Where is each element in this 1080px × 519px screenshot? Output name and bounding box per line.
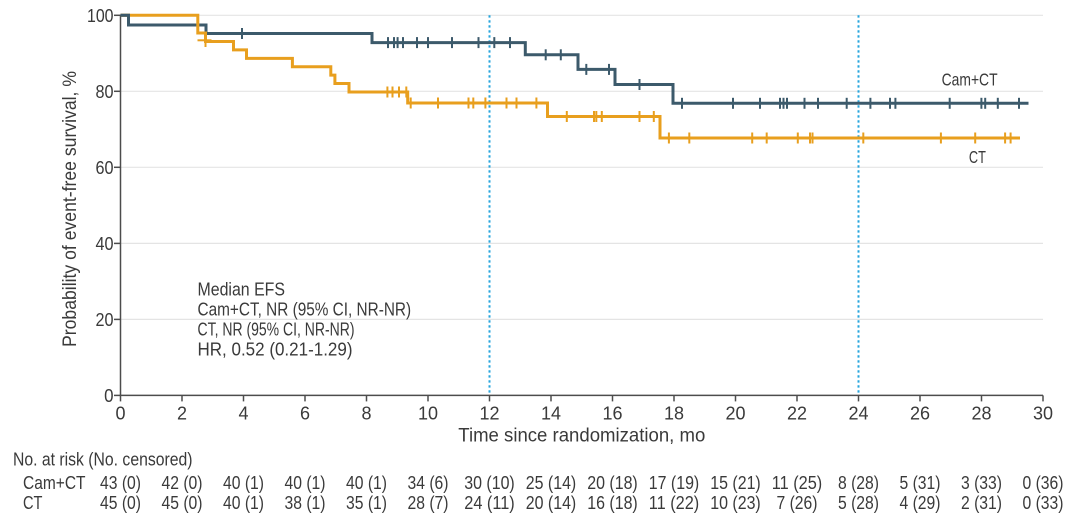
svg-text:11 (22): 11 (22)	[649, 493, 700, 513]
svg-text:4 (29): 4 (29)	[900, 493, 941, 513]
svg-text:18: 18	[664, 403, 684, 423]
svg-text:60: 60	[96, 158, 114, 178]
svg-text:26: 26	[910, 403, 930, 423]
svg-text:6: 6	[300, 403, 310, 423]
svg-text:Cam+CT, NR (95% CI, NR-NR): Cam+CT, NR (95% CI, NR-NR)	[198, 299, 412, 320]
svg-text:CT: CT	[969, 147, 986, 167]
svg-text:0: 0	[115, 403, 125, 423]
svg-text:22: 22	[787, 403, 807, 423]
svg-text:17 (19): 17 (19)	[649, 473, 700, 493]
svg-text:12: 12	[479, 403, 499, 423]
svg-text:20: 20	[725, 403, 745, 423]
svg-text:28: 28	[971, 403, 991, 423]
svg-text:45 (0): 45 (0)	[100, 493, 141, 513]
svg-text:No. at risk (No. censored): No. at risk (No. censored)	[13, 449, 193, 470]
svg-text:20: 20	[96, 310, 114, 330]
svg-text:40 (1): 40 (1)	[223, 493, 264, 513]
svg-text:43 (0): 43 (0)	[100, 473, 141, 493]
svg-text:5 (31): 5 (31)	[900, 473, 941, 493]
svg-text:25 (14): 25 (14)	[526, 473, 577, 493]
svg-text:35 (1): 35 (1)	[346, 493, 387, 513]
svg-text:Cam+CT: Cam+CT	[23, 473, 86, 493]
svg-text:40 (1): 40 (1)	[346, 473, 387, 493]
svg-text:2: 2	[177, 403, 187, 423]
svg-text:10: 10	[418, 403, 438, 423]
svg-text:20 (18): 20 (18)	[587, 473, 638, 493]
svg-text:30: 30	[1033, 403, 1053, 423]
svg-text:7 (26): 7 (26)	[777, 493, 818, 513]
svg-text:40 (1): 40 (1)	[223, 473, 264, 493]
svg-text:0: 0	[104, 386, 113, 406]
svg-text:HR, 0.52 (0.21-1.29): HR, 0.52 (0.21-1.29)	[198, 339, 353, 360]
svg-text:80: 80	[96, 82, 114, 102]
svg-text:8 (28): 8 (28)	[838, 473, 879, 493]
svg-text:34 (6): 34 (6)	[408, 473, 449, 493]
svg-text:16 (18): 16 (18)	[587, 493, 638, 513]
svg-text:Probability of event-free surv: Probability of event-free survival, %	[60, 71, 81, 347]
svg-text:24: 24	[848, 403, 868, 423]
svg-text:45 (0): 45 (0)	[162, 493, 203, 513]
svg-text:3 (33): 3 (33)	[961, 473, 1002, 493]
svg-text:24 (11): 24 (11)	[464, 493, 515, 513]
svg-text:10 (23): 10 (23)	[710, 493, 761, 513]
svg-text:8: 8	[361, 403, 371, 423]
svg-text:14: 14	[541, 403, 561, 423]
svg-text:4: 4	[238, 403, 248, 423]
svg-text:5 (28): 5 (28)	[838, 493, 879, 513]
svg-text:11 (25): 11 (25)	[772, 473, 823, 493]
svg-text:15 (21): 15 (21)	[710, 473, 761, 493]
svg-text:28 (7): 28 (7)	[408, 493, 449, 513]
svg-text:0 (36): 0 (36)	[1023, 473, 1064, 493]
svg-text:CT, NR (95% CI, NR-NR): CT, NR (95% CI, NR-NR)	[198, 319, 355, 340]
svg-text:30 (10): 30 (10)	[464, 473, 515, 493]
svg-text:38 (1): 38 (1)	[285, 493, 326, 513]
svg-text:Time since randomization, mo: Time since randomization, mo	[458, 426, 705, 447]
svg-text:20 (14): 20 (14)	[526, 493, 577, 513]
svg-text:42 (0): 42 (0)	[162, 473, 203, 493]
svg-text:0 (33): 0 (33)	[1023, 493, 1064, 513]
svg-text:100: 100	[87, 6, 114, 26]
svg-text:Cam+CT: Cam+CT	[942, 70, 998, 90]
svg-text:40: 40	[96, 234, 114, 254]
svg-text:16: 16	[602, 403, 622, 423]
svg-text:40 (1): 40 (1)	[285, 473, 326, 493]
svg-text:Median EFS: Median EFS	[198, 279, 286, 300]
svg-text:2 (31): 2 (31)	[961, 493, 1002, 513]
svg-text:CT: CT	[23, 493, 43, 513]
